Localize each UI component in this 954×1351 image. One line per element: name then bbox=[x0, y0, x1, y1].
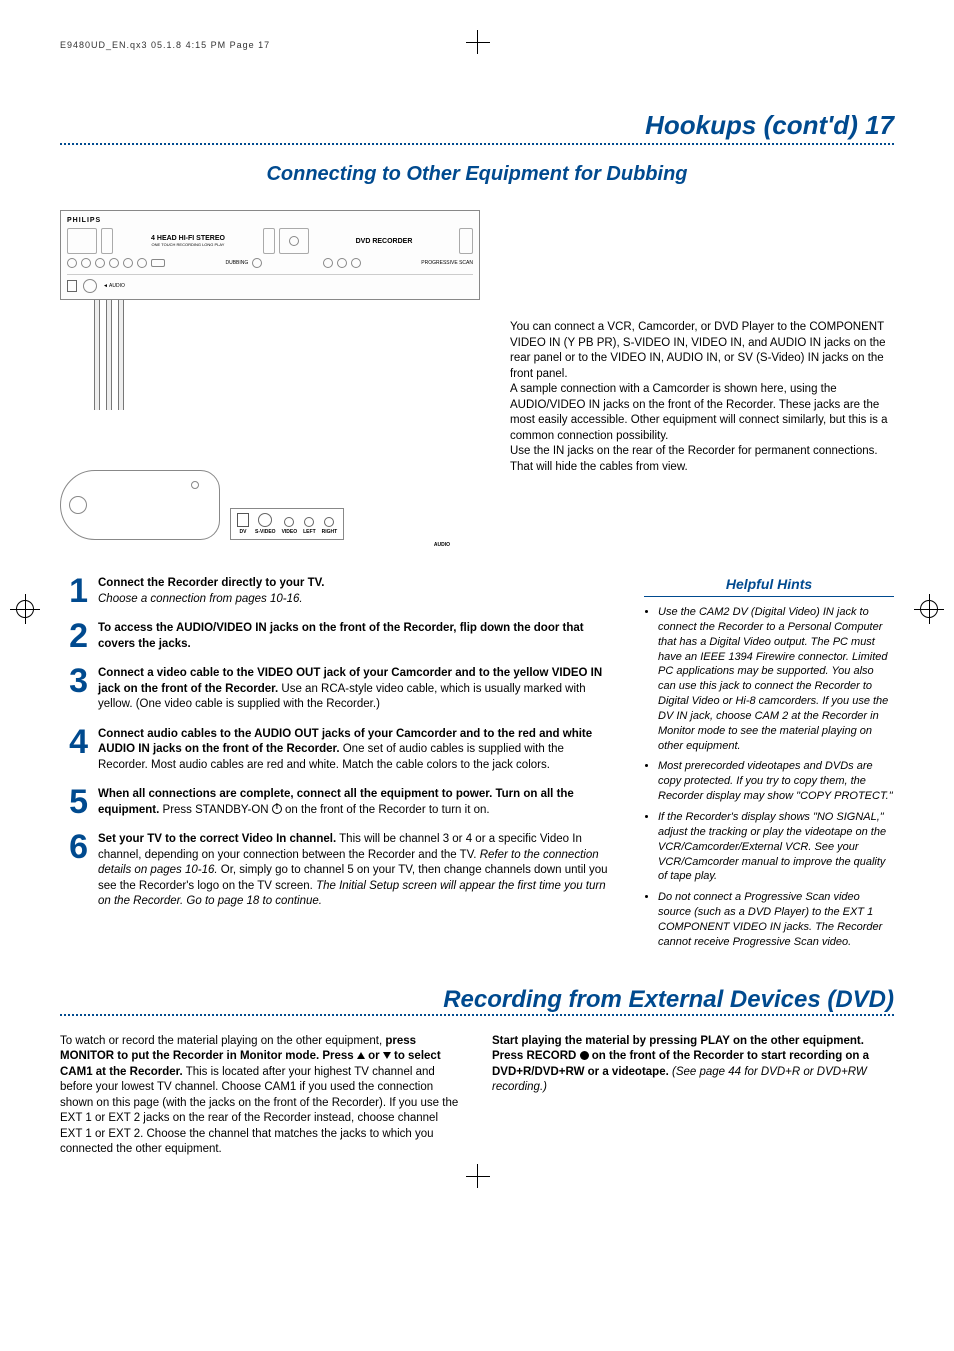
hints-title: Helpful Hints bbox=[644, 576, 894, 597]
cable-2 bbox=[106, 300, 112, 410]
dvd-eject bbox=[279, 228, 309, 254]
device-brand: PHILIPS bbox=[67, 217, 101, 224]
helpful-hints-box: Helpful Hints Use the CAM2 DV (Digital V… bbox=[644, 576, 894, 956]
section2-title: Recording from External Devices (DVD) bbox=[60, 986, 894, 1014]
up-arrow-icon bbox=[357, 1052, 365, 1059]
page-title: Hookups (cont'd) 17 bbox=[60, 110, 894, 141]
vhs-controls bbox=[101, 228, 113, 254]
registration-mark-left bbox=[10, 594, 40, 624]
svideo-jack bbox=[83, 279, 97, 293]
hint-item: Use the CAM2 DV (Digital Video) IN jack … bbox=[658, 605, 894, 753]
audio-label: AUDIO bbox=[60, 542, 480, 548]
camcorder-diagram bbox=[60, 470, 220, 540]
step-4: 4 Connect audio cables to the AUDIO OUT … bbox=[60, 727, 614, 774]
step-2: 2 To access the AUDIO/VIDEO IN jacks on … bbox=[60, 621, 614, 652]
step-5: 5 When all connections are complete, con… bbox=[60, 787, 614, 818]
recording-col-2: Start playing the material by pressing P… bbox=[492, 1034, 894, 1158]
vcr-transport-buttons bbox=[67, 258, 165, 268]
record-icon bbox=[580, 1051, 589, 1060]
intro-paragraphs: You can connect a VCR, Camcorder, or DVD… bbox=[510, 210, 894, 548]
front-input-panel: ◄ AUDIO bbox=[67, 274, 473, 293]
vcr-label: 4 HEAD HI-FI STEREO ONE TOUCH RECORDING … bbox=[117, 235, 259, 247]
step-1: 1 Connect the Recorder directly to your … bbox=[60, 576, 614, 607]
hint-item: Do not connect a Progressive Scan video … bbox=[658, 890, 894, 949]
display-window bbox=[263, 228, 275, 254]
section-subtitle: Connecting to Other Equipment for Dubbin… bbox=[60, 163, 894, 186]
recording-col-1: To watch or record the material playing … bbox=[60, 1034, 462, 1158]
hint-item: If the Recorder's display shows "NO SIGN… bbox=[658, 810, 894, 884]
divider-2 bbox=[60, 1014, 894, 1016]
registration-mark-right bbox=[914, 594, 944, 624]
step-6: 6 Set your TV to the correct Video In ch… bbox=[60, 832, 614, 910]
standby-icon bbox=[272, 804, 282, 814]
connection-diagram: PHILIPS 4 HEAD HI-FI STEREO ONE TOUCH RE… bbox=[60, 210, 480, 548]
dv-jack bbox=[67, 280, 77, 292]
crop-mark-top bbox=[477, 30, 478, 54]
recording-instructions: To watch or record the material playing … bbox=[60, 1034, 894, 1158]
cable-1 bbox=[94, 300, 100, 410]
progressive-scan-label: PROGRESSIVE SCAN bbox=[421, 260, 473, 266]
crop-mark-bottom bbox=[477, 1164, 478, 1188]
dvd-tray bbox=[459, 228, 473, 254]
dvd-label: DVD RECORDER bbox=[313, 238, 455, 245]
dvd-transport-buttons bbox=[323, 258, 361, 268]
down-arrow-icon bbox=[383, 1052, 391, 1059]
front-jack-closeup: DV S-VIDEO VIDEO LEFT RIGHT bbox=[230, 508, 344, 540]
hint-item: Most prerecorded videotapes and DVDs are… bbox=[658, 759, 894, 804]
steps-list: 1 Connect the Recorder directly to your … bbox=[60, 576, 614, 956]
dubbing-button: DUBBING bbox=[226, 258, 263, 268]
vhs-door bbox=[67, 228, 97, 254]
step-3: 3 Connect a video cable to the VIDEO OUT… bbox=[60, 666, 614, 713]
cable-3 bbox=[118, 300, 124, 410]
divider bbox=[60, 143, 894, 145]
